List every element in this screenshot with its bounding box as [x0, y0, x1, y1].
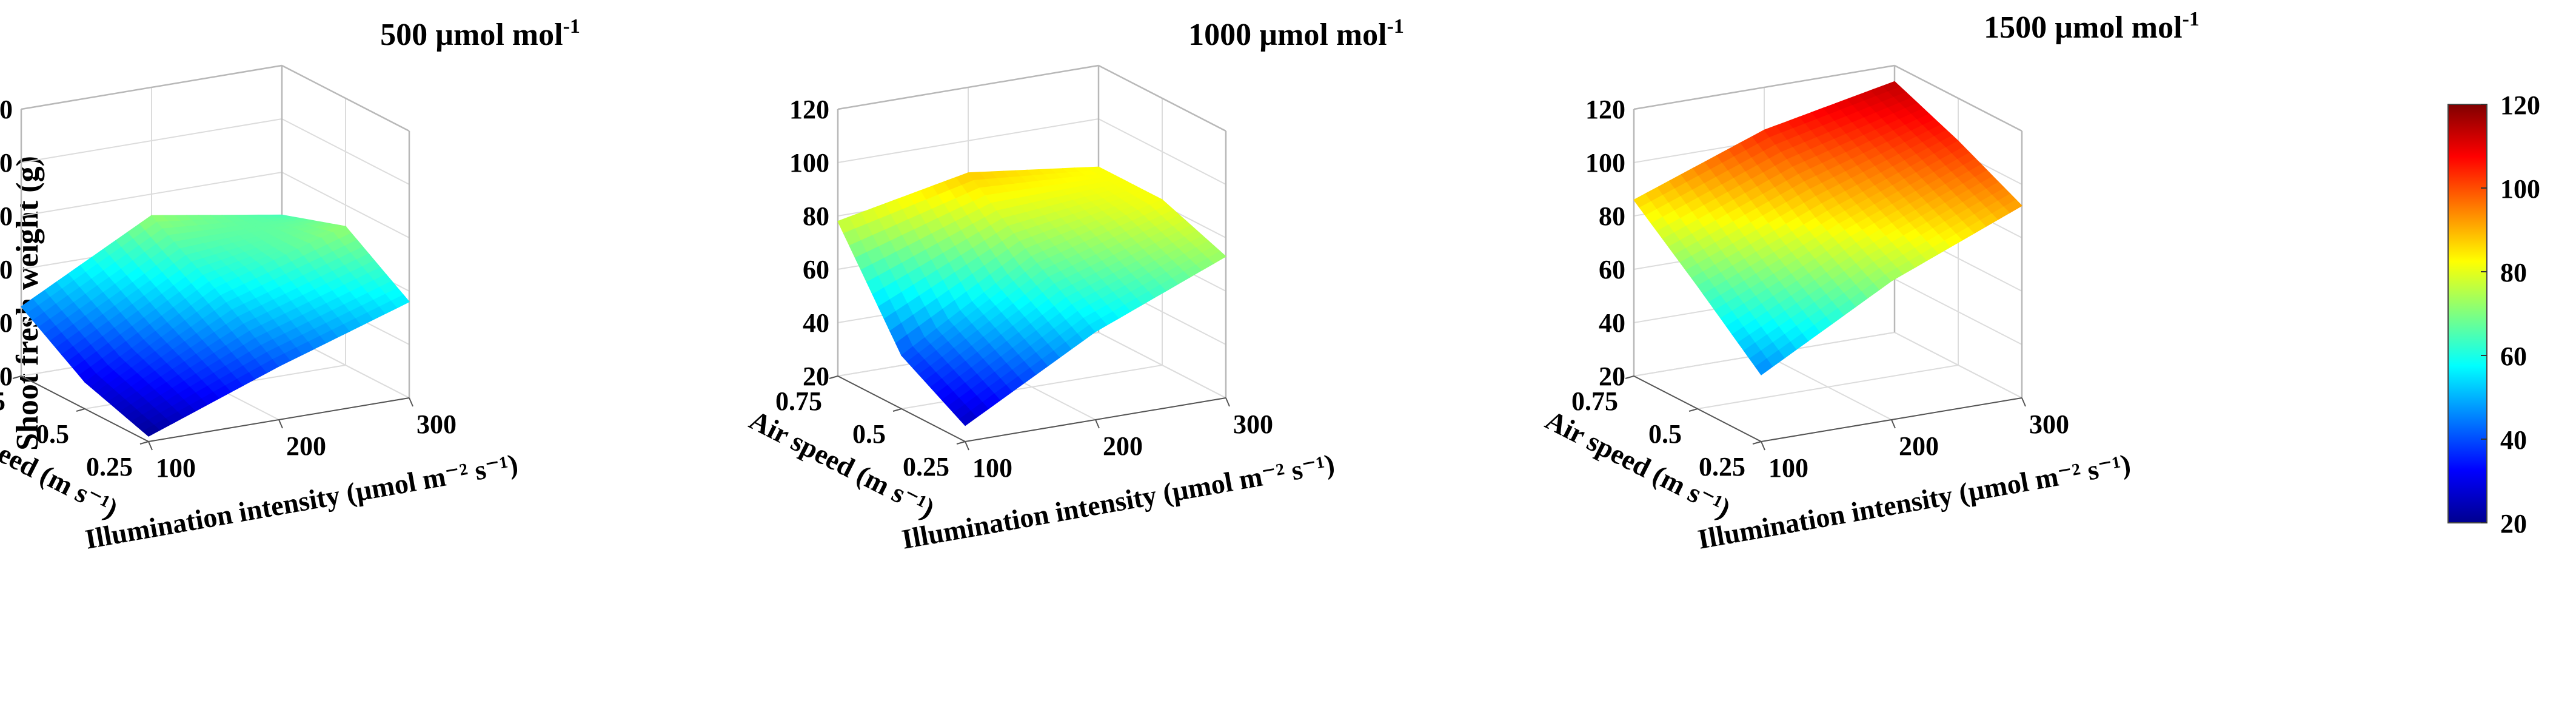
z-tick-label: 120 — [0, 95, 13, 124]
x-tick-mark — [1891, 419, 1896, 429]
axis-edge — [21, 64, 283, 110]
y-axis-line — [1633, 375, 1762, 442]
y-tick-label: 0.25 — [1699, 452, 1745, 482]
y-axis-line — [837, 375, 966, 442]
colorbar-tick-label: 80 — [2500, 258, 2527, 288]
y-tick-mark — [1625, 375, 1634, 379]
y-tick-mark — [956, 441, 966, 445]
x-tick-mark — [409, 397, 413, 407]
y-tick-label: 0.25 — [903, 452, 949, 482]
z-tick-label: 100 — [789, 148, 829, 178]
y-tick-label: 0.5 — [852, 419, 886, 449]
z-tick-label: 20 — [0, 362, 13, 391]
z-tick-label: 40 — [1599, 308, 1625, 338]
colorbar-tick-label: 60 — [2500, 341, 2527, 371]
y-tick-mark — [139, 441, 149, 445]
y-tick-mark — [12, 375, 22, 379]
z-tick-label: 120 — [1585, 95, 1625, 124]
x-tick-mark — [1095, 419, 1100, 429]
surface-patch — [2003, 199, 2022, 214]
x-tick-label: 100 — [1768, 453, 1808, 483]
x-tick-label: 300 — [1233, 409, 1273, 439]
surface-patch — [1207, 251, 1227, 264]
colorbar-tick-label: 120 — [2500, 90, 2540, 120]
x-tick-label: 100 — [972, 453, 1012, 483]
plot-title: 1000 µmol mol-1 — [1188, 15, 1404, 52]
y-tick-label: 0.75 — [0, 386, 5, 416]
colorbar-tick-label: 40 — [2500, 425, 2527, 455]
z-tick-label: 20 — [1599, 362, 1625, 391]
x-axis-label: Illumination intensity (µmol m⁻² s⁻¹) — [83, 448, 521, 555]
surface-plot-1500: 1500 µmol mol-1 20 40 60 80 100 120 0.25 0.5 0.7… — [1541, 8, 2200, 555]
x-axis-label: Illumination intensity (µmol m⁻² s⁻¹) — [900, 448, 1337, 555]
surface-patch — [390, 294, 410, 309]
z-tick-label: 100 — [1585, 148, 1625, 178]
x-tick-mark — [965, 441, 969, 451]
x-tick-label: 100 — [156, 453, 196, 483]
x-axis: 100 200 300 Illumination intensity (µmol m⁻… — [1696, 397, 2133, 555]
x-tick-label: 200 — [1899, 431, 1939, 461]
y-tick-mark — [1688, 408, 1698, 412]
colorbar-tick-label: 20 — [2500, 509, 2527, 539]
axis-edge — [281, 64, 410, 132]
colorbar-gradient — [2447, 104, 2487, 523]
axis-edge — [1633, 64, 1895, 110]
z-tick-label: 80 — [803, 201, 829, 231]
axis-edge — [837, 64, 1099, 110]
z-tick-label: 100 — [0, 148, 13, 178]
z-tick-label: 40 — [803, 308, 829, 338]
x-axis-line — [1761, 397, 2022, 442]
axis-edge — [1894, 64, 2022, 132]
x-tick-mark — [278, 419, 283, 429]
surface-plot-1000: 1000 µmol mol-1 20 40 60 80 100 120 0.25 0.5 0.7… — [744, 15, 1404, 555]
z-tick-label: 120 — [789, 95, 829, 124]
z-tick-label: 80 — [1599, 201, 1625, 231]
plot-title: 500 µmol mol-1 — [380, 15, 580, 52]
floor-gridline — [1697, 365, 1959, 409]
z-tick-label: 20 — [803, 362, 829, 391]
surface — [1633, 81, 2022, 375]
z-tick-label: 60 — [803, 255, 829, 284]
z-axis: 20 40 60 80 100 120 — [0, 95, 13, 391]
y-tick-label: 0.5 — [1648, 419, 1682, 449]
x-tick-mark — [1761, 441, 1765, 451]
y-tick-label: 0.75 — [1571, 386, 1618, 416]
surface-plot-500: 500 µmol mol-1 20 40 60 80 100 120 0.25 0.5 0.75… — [0, 15, 580, 555]
colorbar: 20 40 60 80 100 120 — [2447, 90, 2540, 539]
x-axis-line — [148, 397, 410, 442]
colorbar-tick-label: 100 — [2500, 174, 2540, 204]
x-tick-label: 200 — [286, 431, 326, 461]
x-tick-label: 300 — [417, 409, 457, 439]
y-tick-mark — [829, 375, 838, 379]
surface — [837, 166, 1227, 426]
x-axis-line — [965, 397, 1226, 442]
y-tick-mark — [1752, 441, 1762, 445]
y-tick-label: 0.5 — [36, 419, 69, 449]
x-tick-mark — [2021, 397, 2026, 407]
x-tick-mark — [148, 441, 153, 451]
surface — [21, 214, 410, 437]
axis-edge — [1098, 64, 1226, 132]
plot-title: 1500 µmol mol-1 — [1984, 8, 2200, 45]
z-tick-label: 80 — [0, 201, 13, 231]
y-tick-label: 0.75 — [775, 386, 822, 416]
x-tick-label: 300 — [2029, 409, 2069, 439]
y-tick-mark — [76, 408, 85, 412]
y-tick-mark — [892, 408, 902, 412]
z-tick-label: 40 — [0, 308, 13, 338]
x-axis-label: Illumination intensity (µmol m⁻² s⁻¹) — [1696, 448, 2133, 555]
y-tick-label: 0.25 — [86, 452, 133, 482]
z-tick-label: 60 — [1599, 255, 1625, 284]
x-tick-label: 200 — [1103, 431, 1143, 461]
y-axis-line — [21, 375, 149, 442]
z-axis: 20 40 60 80 100 120 — [1585, 95, 1625, 391]
z-axis: 20 40 60 80 100 120 — [789, 95, 829, 391]
x-tick-mark — [1225, 397, 1230, 407]
z-tick-label: 60 — [0, 255, 13, 284]
